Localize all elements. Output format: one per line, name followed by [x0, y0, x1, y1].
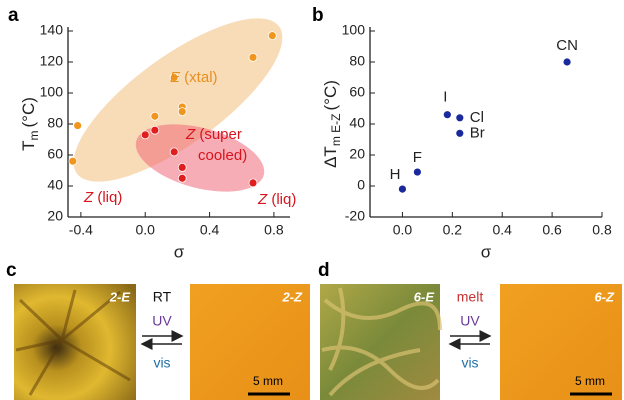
x-tick-label: 0.8 — [264, 222, 284, 238]
point-label: I — [443, 89, 447, 106]
y-tick-label: 0 — [357, 177, 365, 193]
point — [141, 131, 149, 139]
annotation-text: (liq) — [267, 191, 296, 208]
figure: 20 40 60 80 100 120 140 -0.4 0.0 0.4 0.8 σ Tm (°C) -20… — [0, 0, 624, 400]
point-label: Br — [470, 124, 485, 141]
y-axis-label: Tm (°C) — [19, 97, 41, 151]
y-tick-label: 60 — [47, 146, 63, 162]
point — [170, 148, 178, 156]
y-axis-label-main: T — [19, 141, 38, 151]
x-tick-label: -0.4 — [69, 222, 93, 238]
y-tick-label: 100 — [342, 22, 366, 38]
point — [178, 108, 186, 116]
y-axis-label-unit: (°C) — [19, 97, 38, 127]
y-axis-label: ΔTm E-Z (°C) — [321, 80, 343, 168]
point — [249, 179, 257, 187]
y-axis-label-sub: m E-Z — [329, 113, 343, 146]
point-label: F — [413, 149, 422, 166]
panel-label: c — [6, 260, 17, 281]
point — [178, 174, 186, 182]
y-axis-label-unit: (°C) — [321, 80, 340, 110]
panel-label: d — [318, 260, 330, 281]
x-axis-label: σ — [174, 242, 185, 261]
point — [443, 111, 451, 119]
panel-label: a — [8, 5, 19, 26]
y-tick-label: 80 — [349, 53, 365, 69]
point — [69, 157, 77, 165]
y-tick-label: 60 — [349, 84, 365, 100]
condition: UV — [152, 313, 172, 329]
y-tick-label: 40 — [349, 115, 365, 131]
x-tick-label: 0.8 — [592, 222, 612, 238]
point — [178, 163, 186, 171]
point-label: CN — [556, 37, 578, 54]
y-axis-label-sub: m — [27, 131, 41, 141]
image-tag: 6-E — [414, 289, 435, 304]
y-tick-label: 40 — [47, 177, 63, 193]
y-tick-label: 20 — [47, 208, 63, 224]
condition: vis — [153, 355, 170, 371]
page: {"chart_data": [ {"type": "scatter", "pa… — [0, 0, 624, 400]
y-tick-label: 80 — [47, 115, 63, 131]
annotation-text: (liq) — [93, 189, 122, 206]
point — [151, 112, 159, 120]
point — [151, 126, 159, 134]
point-label: Cl — [470, 109, 484, 126]
point — [268, 32, 276, 40]
image-tag: 2-E — [109, 289, 131, 304]
annotation: Z (liq) — [83, 189, 122, 206]
point — [456, 114, 464, 122]
annotation-text: (xtal) — [180, 69, 218, 86]
point — [456, 129, 464, 137]
x-axis-label: σ — [481, 242, 492, 261]
scale-label: 5 mm — [575, 374, 605, 388]
y-tick-label: 100 — [40, 84, 64, 100]
annotation-text: (super — [195, 126, 242, 143]
point-label: H — [390, 166, 401, 183]
point — [398, 185, 406, 193]
scale-label: 5 mm — [253, 374, 283, 388]
x-tick-label: 0.6 — [542, 222, 562, 238]
panel-label: b — [312, 5, 324, 26]
y-axis-label-main: ΔT — [321, 146, 340, 168]
condition: vis — [461, 355, 478, 371]
x-tick-label: 0.2 — [443, 222, 463, 238]
point — [249, 53, 257, 61]
image-tag: 2-Z — [282, 289, 304, 304]
y-tick-label: 120 — [40, 53, 64, 69]
condition: melt — [457, 289, 484, 305]
y-tick-label: 20 — [349, 146, 365, 162]
point — [74, 122, 82, 130]
point — [413, 168, 421, 176]
condition: UV — [460, 313, 480, 329]
x-tick-label: 0.0 — [393, 222, 413, 238]
point — [563, 58, 571, 66]
condition: RT — [153, 289, 172, 305]
annotation: Z (super — [185, 126, 242, 143]
image-tag: 6-Z — [595, 289, 616, 304]
y-tick-label: -20 — [345, 208, 365, 224]
annotation: Z (liq) — [257, 191, 296, 208]
x-tick-label: 0.4 — [492, 222, 512, 238]
y-tick-label: 140 — [40, 22, 64, 38]
annotation: E (xtal) — [170, 69, 218, 86]
annotation: cooled) — [198, 147, 247, 164]
x-tick-label: 0.4 — [200, 222, 220, 238]
x-tick-label: 0.0 — [135, 222, 155, 238]
